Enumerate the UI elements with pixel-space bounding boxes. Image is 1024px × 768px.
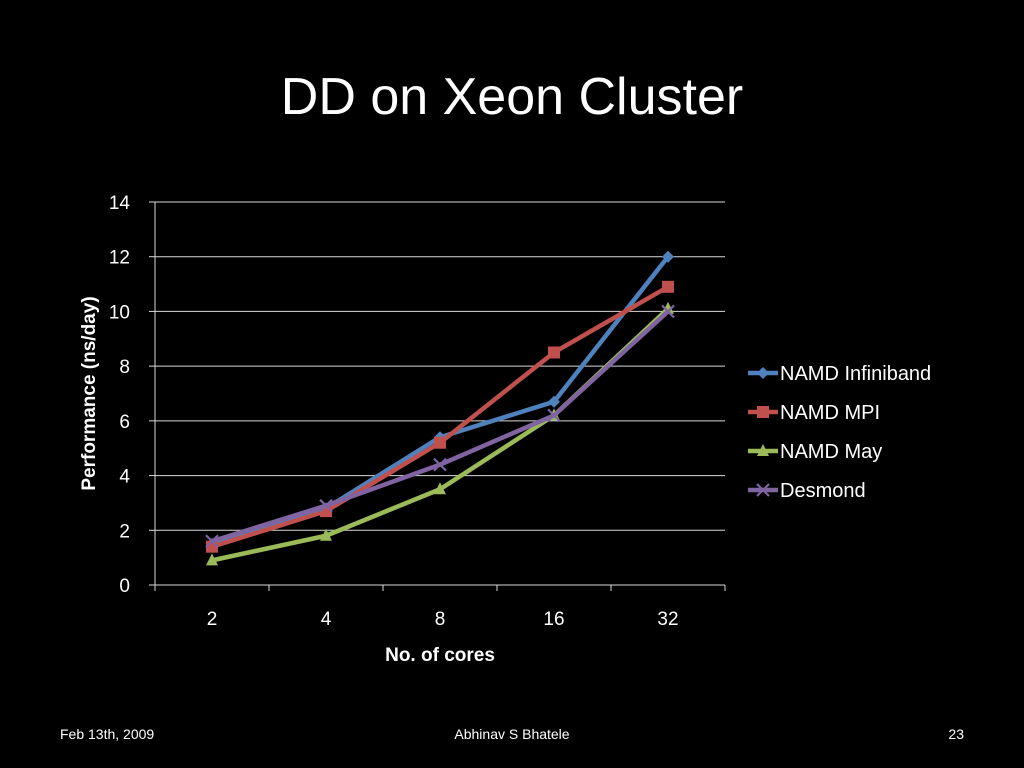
footer-date: Feb 13th, 2009 — [60, 726, 155, 742]
legend-marker-namd-mpi — [757, 406, 769, 418]
y-tick-label: 4 — [119, 467, 130, 488]
data-point-namd-mpi — [662, 280, 674, 293]
data-point-namd-infiniband — [548, 395, 560, 408]
x-tick-label: 32 — [657, 609, 678, 630]
data-point-desmond — [433, 457, 447, 472]
data-point-namd-mpi — [434, 436, 446, 449]
data-point-desmond — [547, 408, 561, 423]
series-line-namd-mpi — [211, 284, 670, 549]
y-tick-label: 6 — [119, 412, 130, 433]
x-tick-label: 16 — [543, 609, 564, 630]
data-point-namd-may — [662, 301, 674, 314]
legend-label-namd-may: NAMD May — [780, 441, 882, 463]
y-tick-label: 0 — [119, 576, 130, 597]
series-line-namd-infiniband — [211, 255, 670, 547]
data-point-namd-may — [206, 553, 218, 566]
x-tick-label: 8 — [435, 609, 446, 630]
data-point-namd-may — [320, 528, 332, 541]
y-tick-label: 14 — [109, 193, 131, 214]
y-tick-label: 8 — [119, 357, 130, 378]
y-axis-title: Performance (ns/day) — [79, 296, 100, 490]
footer-page-number: 23 — [948, 726, 964, 742]
slide-title: DD on Xeon Cluster — [280, 68, 744, 126]
data-point-desmond — [319, 498, 333, 513]
data-point-desmond — [205, 534, 219, 549]
x-tick-label: 4 — [321, 609, 332, 630]
footer-author: Abhinav S Bhatele — [454, 726, 570, 742]
data-point-namd-may — [434, 482, 446, 495]
y-tick-label: 2 — [119, 521, 130, 542]
legend-label-namd-infiniband: NAMD Infiniband — [780, 363, 931, 385]
legend-marker-namd-infiniband — [757, 367, 769, 379]
y-tick-label: 10 — [109, 302, 130, 323]
legend-label-desmond: Desmond — [780, 480, 866, 502]
y-tick-label: 12 — [109, 248, 130, 269]
legend-marker-desmond — [756, 483, 770, 497]
legend-label-namd-mpi: NAMD MPI — [780, 402, 880, 424]
data-point-namd-infiniband — [662, 250, 674, 263]
data-point-desmond — [661, 304, 675, 319]
x-tick-label: 2 — [207, 609, 218, 630]
x-axis-title: No. of cores — [385, 645, 495, 666]
data-point-namd-mpi — [548, 346, 560, 359]
legend-marker-namd-may — [757, 444, 769, 456]
